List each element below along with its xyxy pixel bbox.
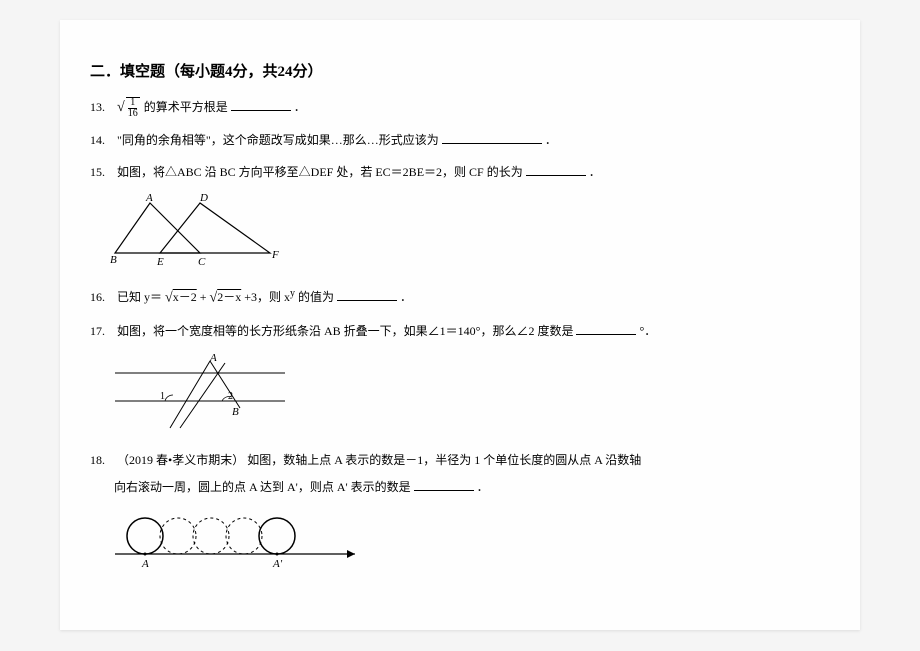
q17-text: 如图，将一个宽度相等的长方形纸条沿 AB 折叠一下，如果∠1＝140°，那么∠2… — [117, 324, 573, 338]
q15-post: ． — [589, 165, 601, 179]
question-16: 16. 已知 y＝ √x－2 + √2－x +3，则 xy 的值为 ． — [90, 285, 830, 311]
frac-numerator: 1 — [128, 98, 137, 109]
blank — [414, 479, 474, 491]
circle-roll-diagram: A A' — [110, 509, 370, 579]
q13-number: 13. — [90, 97, 114, 119]
label-angle1: 1 — [160, 391, 165, 402]
q15-figure: A D B E C F — [110, 193, 830, 273]
sqrt-icon: √ — [117, 95, 125, 120]
q16-rad1: x－2 — [173, 290, 197, 304]
fold-diagram: A B 1 2 — [110, 353, 290, 433]
q15-text: 如图，将△ABC 沿 BC 方向平移至△DEF 处，若 EC＝2BE＝2，则 C… — [117, 165, 523, 179]
label-D: D — [199, 193, 208, 204]
q14-number: 14. — [90, 130, 114, 152]
q18-figure: A A' — [110, 509, 830, 584]
blank — [442, 132, 542, 144]
blank — [337, 289, 397, 301]
q16-number: 16. — [90, 287, 114, 309]
q14-text: "同角的余角相等"，这个命题改写成如果…那么…形式应该为 — [117, 133, 439, 147]
label-E: E — [156, 256, 164, 268]
exam-page: 二．填空题（每小题4分，共24分） 13. √ 1 16 的算术平方根是 ． 1… — [60, 20, 860, 630]
q18-text2: 向右滚动一周，圆上的点 A 达到 A'，则点 A' 表示的数是 — [114, 480, 411, 494]
label-A: A — [141, 558, 149, 570]
q18-text: 如图，数轴上点 A 表示的数是－1，半径为 1 个单位长度的圆从点 A 沿数轴 — [247, 453, 641, 467]
question-13: 13. √ 1 16 的算术平方根是 ． — [90, 95, 830, 120]
q16-rad2: 2－x — [217, 290, 241, 304]
q16-sup: y — [290, 288, 295, 299]
question-14: 14. "同角的余角相等"，这个命题改写成如果…那么…形式应该为 ． — [90, 130, 830, 152]
label-A: A — [209, 353, 217, 364]
question-15: 15. 如图，将△ABC 沿 BC 方向平移至△DEF 处，若 EC＝2BE＝2… — [90, 162, 830, 184]
question-18: 18. （2019 春•孝义市期末） 如图，数轴上点 A 表示的数是－1，半径为… — [90, 450, 830, 499]
sqrt-icon: √ — [165, 291, 173, 306]
blank — [576, 323, 636, 335]
label-B: B — [110, 254, 117, 266]
q17-number: 17. — [90, 321, 114, 343]
q16-posttext: 的值为 — [298, 290, 334, 304]
q16-plus: + — [200, 290, 210, 304]
q13-post: ． — [294, 100, 306, 114]
question-17: 17. 如图，将一个宽度相等的长方形纸条沿 AB 折叠一下，如果∠1＝140°，… — [90, 321, 830, 343]
q18-post: ． — [477, 480, 489, 494]
frac-denominator: 16 — [126, 109, 140, 119]
label-C: C — [198, 256, 206, 268]
label-F: F — [271, 249, 279, 261]
section-title: 二．填空题（每小题4分，共24分） — [90, 60, 830, 81]
q16-mid: +3，则 x — [244, 290, 290, 304]
blank — [231, 99, 291, 111]
label-Aprime: A' — [272, 558, 283, 570]
q18-number: 18. — [90, 450, 114, 472]
q14-post: ． — [545, 133, 557, 147]
q17-figure: A B 1 2 — [110, 353, 830, 438]
q18-cite: （2019 春•孝义市期末） — [117, 453, 244, 467]
q16-post: ． — [400, 290, 412, 304]
label-A: A — [145, 193, 153, 204]
blank — [526, 164, 586, 176]
label-B: B — [232, 406, 239, 418]
triangle-diagram: A D B E C F — [110, 193, 290, 268]
q15-number: 15. — [90, 162, 114, 184]
q13-text: 的算术平方根是 — [144, 100, 228, 114]
q16-pre: 已知 y＝ — [117, 290, 162, 304]
q17-post: °． — [639, 324, 656, 338]
q13-sqrt-expr: √ 1 16 — [117, 95, 141, 120]
